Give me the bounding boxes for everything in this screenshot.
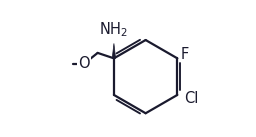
Text: O: O xyxy=(78,56,90,71)
Text: F: F xyxy=(180,47,188,62)
Text: NH$_2$: NH$_2$ xyxy=(99,21,129,39)
Text: Cl: Cl xyxy=(185,91,199,106)
Polygon shape xyxy=(112,43,116,58)
